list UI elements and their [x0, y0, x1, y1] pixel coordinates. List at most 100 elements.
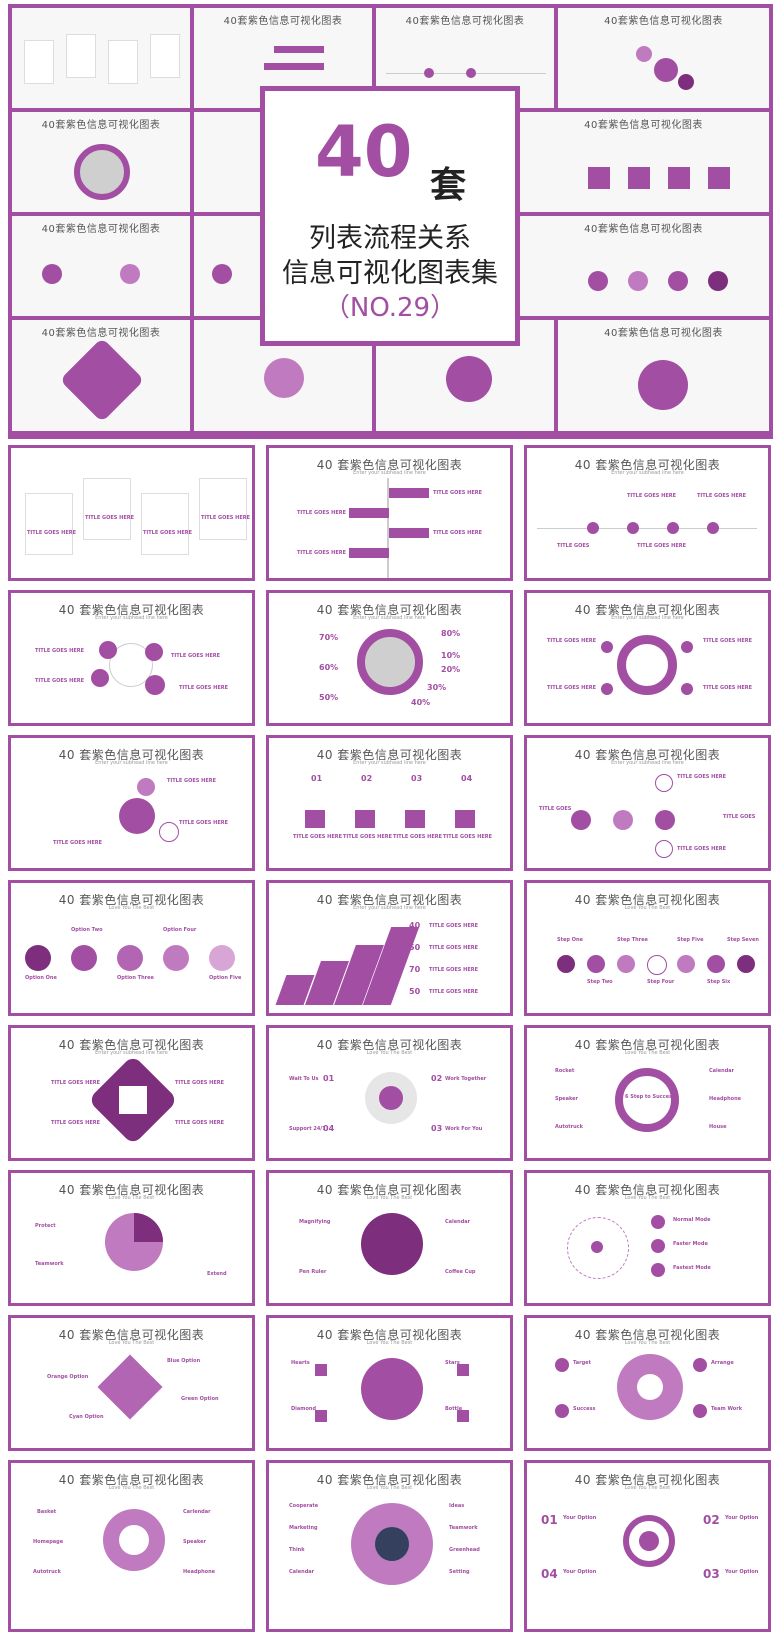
ring-title-4: TITLE GOES HERE — [703, 685, 753, 691]
list-pct-4: 50 — [409, 987, 421, 996]
basket-4: Carlendar — [183, 1509, 211, 1515]
thumb-title: 40套紫色信息可视化图表 — [405, 16, 525, 27]
work-2: Work Together — [445, 1076, 487, 1082]
puzzle-1: Protect — [35, 1223, 56, 1229]
basket-6: Headphone — [183, 1569, 216, 1575]
step-num-3: 03 — [411, 774, 423, 783]
cloud-title-3: TITLE GOES HERE — [35, 678, 85, 684]
slide-title: 40 套紫色信息可视化图表 — [316, 1473, 463, 1487]
cover-number: 40 — [315, 111, 413, 193]
slide-work-cycle: 40 套紫色信息可视化图表 Love You The Best 01 02 03… — [266, 1025, 513, 1161]
puzzle-2: Teamwork — [35, 1261, 64, 1267]
corp-3: Think — [289, 1547, 305, 1553]
slide-subtitle: Enter your subhead line here — [353, 470, 426, 476]
slide-title: 40 套紫色信息可视化图表 — [574, 458, 721, 472]
slide-subtitle: Love You The Best — [624, 1485, 671, 1491]
six-left-3: Autotruck — [555, 1124, 583, 1130]
arrow-title-4: TITLE GOES HERE — [429, 989, 479, 995]
cross-title-4: TITLE GOES HERE — [677, 846, 727, 852]
pct-right-3: 20% — [441, 665, 461, 674]
six-right-2: Headphone — [709, 1096, 742, 1102]
pct-right-5: 40% — [411, 698, 431, 707]
wave-title-4: TITLE GOES HERE — [443, 834, 493, 840]
cover-tao: 套 — [430, 165, 467, 206]
pct-left-3: 50% — [319, 693, 339, 702]
opt-num-3: 03 — [703, 1567, 720, 1581]
slide-puzzle-circle: 40 套紫色信息可视化图表 Love You The Best Magnifyi… — [266, 1170, 513, 1306]
cart-title-3: TITLE GOES — [557, 543, 590, 549]
step-num-1: 01 — [311, 774, 323, 783]
slide-title: 40 套紫色信息可视化图表 — [574, 748, 721, 762]
cover-card: 40 套 列表流程关系 信息可视化图表集 （NO.29） — [260, 86, 520, 346]
corp-8: Setting — [449, 1569, 470, 1575]
step-3: Step Three — [617, 937, 648, 943]
six-right-1: Calendar — [709, 1068, 735, 1074]
magnify-4: Coffee Cup — [445, 1269, 476, 1275]
thumb-10: 40套紫色信息可视化图表 — [518, 216, 769, 316]
target-4: Team Work — [711, 1406, 743, 1412]
slide-title: 40 套紫色信息可视化图表 — [574, 1183, 721, 1197]
cloud-title-1: TITLE GOES HERE — [35, 648, 85, 654]
slide-ring-cloud: 40 套紫色信息可视化图表 Enter your subhead line he… — [524, 590, 771, 726]
slide-arrow-percent: 40 套紫色信息可视化图表 Enter your subhead line he… — [266, 880, 513, 1016]
card-title-3: TITLE GOES HERE — [143, 530, 193, 536]
work-1: Wait To Us — [289, 1076, 319, 1082]
slide-title: 40 套紫色信息可视化图表 — [574, 1038, 721, 1052]
work-num-1: 01 — [323, 1074, 335, 1083]
corp-7: Greenhead — [449, 1547, 480, 1553]
bar-title-2: TITLE GOES HERE — [297, 510, 347, 516]
slide-wave-steps: 40 套紫色信息可视化图表 Enter your subhead line he… — [266, 735, 513, 871]
quad-2: Stars — [445, 1360, 460, 1366]
slide-bubble-network: 40 套紫色信息可视化图表 Enter your subhead line he… — [8, 735, 255, 871]
slide-title: 40 套紫色信息可视化图表 — [58, 1183, 205, 1197]
basket-3: Autotruck — [33, 1569, 61, 1575]
cycle-title-4: TITLE GOES HERE — [175, 1120, 225, 1126]
ring-title-3: TITLE GOES HERE — [547, 685, 597, 691]
bar-title-3: TITLE GOES HERE — [433, 530, 483, 536]
step-2: Step Two — [587, 979, 613, 985]
target-3: Success — [573, 1406, 596, 1412]
cart-title-4: TITLE GOES HERE — [637, 543, 687, 549]
slide-cart-timeline: 40 套紫色信息可视化图表 Enter your subhead line he… — [524, 445, 771, 581]
puzzle-3: Extend — [207, 1271, 227, 1277]
your-opt-2: Your Option — [725, 1515, 759, 1521]
opt-num-4: 04 — [541, 1567, 558, 1581]
card-title-2: TITLE GOES HERE — [85, 515, 135, 521]
thumb-9 — [194, 216, 264, 316]
slide-title: 40 套紫色信息可视化图表 — [574, 1473, 721, 1487]
work-num-4: 04 — [323, 1124, 335, 1133]
slide-cart-cross: 40 套紫色信息可视化图表 Enter your subhead line he… — [524, 735, 771, 871]
pct-right-2: 10% — [441, 651, 461, 660]
opt-color-2: Blue Option — [167, 1358, 201, 1364]
cross-title-1: TITLE GOES — [539, 806, 572, 812]
slide-subtitle: Love You The Best — [624, 1195, 671, 1201]
slide-title: 40 套紫色信息可视化图表 — [316, 748, 463, 762]
hero-banner: 40套紫色信息可视化图表 40套紫色信息可视化图表 40套紫色信息可视化图表 4… — [8, 4, 773, 439]
magnify-2: Pen Ruler — [299, 1269, 327, 1275]
slide-subtitle: Love You The Best — [108, 1195, 155, 1201]
work-num-3: 03 — [431, 1124, 443, 1133]
slide-subtitle: Enter your subhead line here — [95, 1050, 168, 1056]
slide-title: 40 套紫色信息可视化图表 — [58, 1328, 205, 1342]
opt-color-1: Orange Option — [47, 1374, 89, 1380]
slide-subtitle: Love You The Best — [624, 905, 671, 911]
six-left-2: Speaker — [555, 1096, 578, 1102]
slide-subtitle: Love You The Best — [108, 905, 155, 911]
corp-1: Cooperate — [289, 1503, 319, 1509]
slide-ring-segments: 40 套紫色信息可视化图表 Love You The Best Cooperat… — [266, 1460, 513, 1632]
quad-3: Diamond — [291, 1406, 317, 1412]
your-opt-1: Your Option — [563, 1515, 597, 1521]
card-title-1: TITLE GOES HERE — [27, 530, 77, 536]
slide-title: 40 套紫色信息可视化图表 — [574, 603, 721, 617]
six-left-1: Rocket — [555, 1068, 575, 1074]
slide-subtitle: Love You The Best — [108, 1485, 155, 1491]
slide-subtitle: Love You The Best — [366, 1195, 413, 1201]
target-2: Arrange — [711, 1360, 734, 1366]
opt-num-1: 01 — [541, 1513, 558, 1527]
card-title-4: TITLE GOES HERE — [201, 515, 251, 521]
thumb-11: 40套紫色信息可视化图表 — [12, 320, 190, 431]
step-6: Step Six — [707, 979, 731, 985]
pct-left-2: 60% — [319, 663, 339, 672]
arrow-title-1: TITLE GOES HERE — [429, 923, 479, 929]
cart-title-2: TITLE GOES HERE — [697, 493, 747, 499]
